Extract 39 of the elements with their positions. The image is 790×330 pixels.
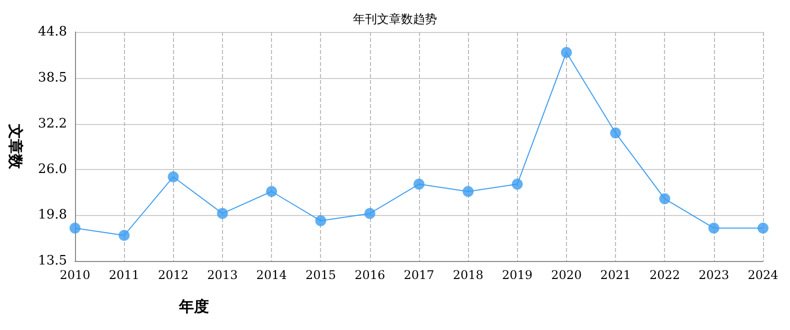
point — [512, 178, 523, 190]
point — [659, 193, 670, 204]
y-tick-label: 38.5 — [38, 70, 67, 86]
y-tick-label: 13.5 — [38, 254, 67, 268]
point — [610, 127, 622, 138]
x-tick-label: 2022 — [649, 268, 680, 282]
y-tick-label: 32.2 — [38, 116, 67, 132]
x-tick-label: 2024 — [748, 268, 779, 282]
x-tick-label: 2016 — [354, 268, 386, 282]
x-tick-label: 2018 — [452, 268, 484, 282]
y-tick-label: 19.8 — [38, 207, 67, 222]
point — [462, 186, 474, 197]
point — [315, 215, 326, 226]
point — [118, 230, 130, 241]
x-tick-label: 2019 — [502, 268, 533, 282]
x-axis-title: 年度 — [178, 298, 209, 316]
point — [216, 208, 228, 219]
x-tick-label: 2014 — [256, 268, 288, 282]
x-tick-label: 2021 — [600, 268, 631, 282]
x-tick-label: 2012 — [158, 268, 189, 282]
x-tick-label: 2013 — [207, 268, 238, 282]
x-tick-label: 2011 — [108, 268, 140, 282]
x-tick-label: 2020 — [551, 268, 582, 282]
point — [708, 222, 720, 234]
y-axis-title: 文章数 — [6, 123, 24, 170]
point — [364, 208, 376, 219]
point — [560, 46, 572, 58]
point — [758, 222, 768, 234]
chart-title: 年刊文章数趋势 — [353, 12, 437, 26]
point — [266, 186, 278, 197]
point — [70, 222, 80, 234]
y-tick-label: 44.8 — [38, 24, 67, 40]
x-tick-label: 2023 — [698, 268, 730, 282]
x-tick-label: 2015 — [305, 268, 336, 282]
point — [168, 171, 179, 182]
x-tick-label: 2017 — [404, 268, 434, 282]
point — [414, 178, 424, 190]
x-tick-label: 2010 — [60, 268, 90, 282]
y-tick-label: 26.0 — [38, 162, 67, 178]
